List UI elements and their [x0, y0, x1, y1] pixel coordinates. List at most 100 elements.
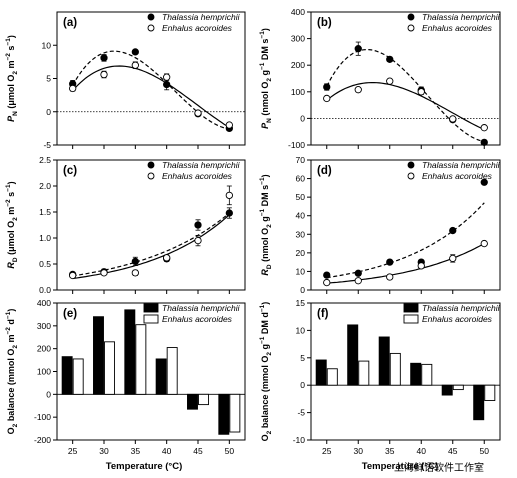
y-axis-label-part: balance (mmol O	[6, 349, 16, 424]
y-axis-label-part: s	[6, 192, 16, 200]
data-point-1	[225, 209, 233, 217]
data-point-2	[194, 236, 202, 245]
y-axis-label-part: −1	[5, 184, 12, 192]
legend-label-1: Thalassia hemprichii	[422, 12, 501, 22]
y-axis-label-part: m	[6, 335, 16, 346]
y-axis-label-part: s	[6, 46, 16, 54]
bar-1	[441, 384, 453, 396]
legend-label-2: Enhalus acoroides	[162, 23, 233, 33]
data-point-1	[386, 258, 394, 266]
y-tick-label: -200	[34, 435, 51, 445]
y-tick-label: 5	[46, 74, 51, 84]
y-axis-label-part: (nmol O	[260, 228, 270, 265]
bar-1	[61, 356, 73, 395]
y-tick-label: 20	[296, 248, 306, 258]
data-point-2	[225, 121, 233, 129]
data-point-2	[449, 115, 457, 123]
data-point-2	[69, 271, 77, 280]
bar-2	[389, 352, 401, 386]
y-axis-label: O2 balance (mmol O2 m−2 d−1)	[5, 309, 19, 435]
y-axis-label-part: )	[260, 174, 270, 177]
data-point-1	[131, 257, 139, 266]
y-axis-label-part: D	[12, 257, 19, 262]
bar-1	[93, 316, 104, 395]
y-tick-label: 1.0	[39, 233, 51, 243]
legend-marker-1	[407, 161, 415, 169]
x-tick-label: 25	[68, 446, 78, 456]
y-tick-label: -10	[293, 435, 306, 445]
y-tick-label: 0.5	[39, 259, 51, 269]
data-point-1	[354, 269, 362, 277]
y-axis-label: O2 balance (mmol O2 g−1 DM d−1)	[259, 302, 273, 442]
y-tick-label: 0	[300, 380, 305, 390]
y-axis-label-part: (μmol O	[6, 221, 16, 258]
bar-1	[473, 384, 485, 421]
legend-label-1: Thalassia hemprichii	[422, 303, 501, 313]
y-axis-label-part: m	[6, 60, 16, 71]
y-axis-label-part: −1	[259, 336, 266, 344]
data-point-2	[480, 239, 488, 248]
y-axis-label-part: −1	[5, 38, 12, 46]
panel-c: 0.0 0.5 1.0 1.5 2.0 2.5 RD (μmol O2 m−2 s−1) (c…	[5, 155, 246, 295]
x-tick-label: 40	[162, 446, 172, 456]
panel-label: (c)	[63, 165, 77, 177]
y-axis-label-part: −1	[259, 177, 266, 185]
data-point-2	[194, 109, 202, 117]
y-axis-label-part: (μmol O	[6, 75, 16, 112]
data-point-2	[163, 254, 171, 262]
legend-swatch-1	[143, 303, 159, 313]
y-tick-label: 30	[296, 229, 306, 239]
y-tick-label: 70	[296, 155, 306, 165]
panel-label: (a)	[63, 17, 77, 29]
data-point-2	[100, 269, 108, 277]
legend-marker-1	[407, 13, 415, 21]
data-point-2	[386, 273, 394, 281]
y-axis-label-part: N	[12, 111, 19, 116]
bar-2	[166, 347, 178, 395]
legend-label-1: Thalassia hemprichii	[162, 160, 241, 170]
y-tick-label: 100	[37, 367, 51, 377]
data-point-2	[449, 254, 457, 263]
plot-frame	[310, 11, 501, 146]
fit-curve-1	[72, 50, 230, 130]
bar-2	[484, 384, 496, 401]
y-axis-label-part: O	[6, 427, 16, 434]
bar-2	[135, 324, 147, 395]
y-tick-label: 200	[37, 344, 51, 354]
data-point-2	[354, 86, 362, 94]
data-point-1	[323, 83, 331, 91]
bar-1	[218, 393, 230, 435]
y-tick-label: 300	[291, 34, 305, 44]
bar-1	[378, 336, 390, 386]
y-tick-label: 0	[46, 107, 51, 117]
x-tick-label: 45	[448, 446, 458, 456]
y-axis-label-part: DM d	[260, 312, 270, 337]
bar-2	[198, 393, 209, 406]
data-point-2	[69, 84, 77, 93]
fit-curve-2	[72, 214, 230, 280]
y-tick-label: 15	[296, 298, 306, 308]
y-axis-label-part: g	[260, 344, 270, 352]
bar-1	[410, 362, 422, 386]
y-axis-label-part: −1	[259, 62, 266, 70]
y-axis-label: RD (μmol O2 m−2 s−1)	[5, 181, 19, 268]
y-axis-label-part: 2	[266, 430, 273, 434]
y-axis-label: PN (nmol O2 g−1 DM s−1)	[259, 28, 273, 129]
data-point-2	[323, 278, 331, 287]
y-axis-label-part: (nmol O	[260, 82, 270, 119]
y-axis-label-part: )	[6, 35, 16, 38]
data-point-1	[131, 48, 139, 56]
bar-1	[124, 309, 136, 395]
x-tick-label: 30	[99, 446, 109, 456]
y-tick-label: 100	[291, 87, 305, 97]
y-tick-label: 10	[42, 40, 52, 50]
data-point-1	[480, 138, 488, 146]
y-axis-label-part: −2	[5, 199, 12, 207]
y-axis-label-part: )	[260, 28, 270, 31]
